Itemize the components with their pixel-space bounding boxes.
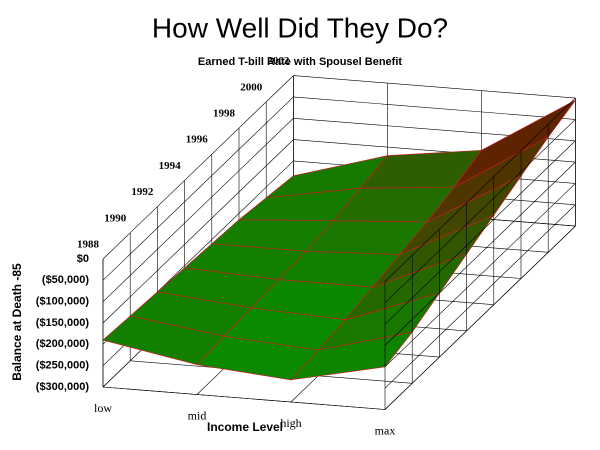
front-edge — [102, 386, 386, 410]
chart-subtitle: Earned T-bill Rate with Spousel Benefit — [198, 56, 402, 68]
left-wall-grid — [102, 139, 294, 324]
left-wall-grid — [102, 96, 294, 281]
z-tick-label: ($200,000) — [36, 338, 90, 350]
axis-labels: $0 ($50,000) ($100,000) ($150,000) ($200,000… — [36, 55, 396, 437]
y-tick-label: 1990 — [104, 212, 127, 224]
right-wall-grid — [384, 161, 576, 346]
x-tick-label: low — [94, 401, 112, 415]
z-tick-label: ($150,000) — [36, 317, 90, 329]
left-wall-grid — [102, 118, 294, 302]
y-tick-label: 1996 — [186, 134, 209, 146]
y-tick-label: 1992 — [131, 186, 154, 198]
x-tick-label: high — [280, 416, 301, 430]
x-axis-title: Income Level — [207, 420, 283, 434]
y-tick-label: 1998 — [213, 108, 236, 120]
surface — [102, 99, 576, 381]
right-wall-grid — [384, 204, 576, 389]
back-wall-grid — [293, 96, 576, 120]
right-wall-grid — [384, 140, 576, 325]
x-tick-label: max — [375, 423, 396, 437]
y-tick-label: 1988 — [77, 239, 100, 251]
z-tick-label: ($250,000) — [36, 360, 90, 372]
y-tick-label: 2000 — [240, 81, 263, 93]
chart-title: How Well Did They Do? — [152, 12, 448, 43]
z-tick-label: $0 — [77, 253, 89, 265]
z-axis-title: Balance at Death -85 — [10, 263, 24, 381]
right-wall-grid — [384, 183, 576, 368]
x-tick-label: mid — [188, 408, 207, 422]
right-wall-grid — [384, 119, 576, 304]
back-wall-grid — [293, 75, 576, 99]
z-tick-label: ($300,000) — [36, 381, 90, 393]
z-tick-label: ($50,000) — [42, 274, 89, 286]
left-wall-grid — [102, 75, 294, 260]
right-wall-grid — [384, 97, 576, 282]
y-tick-label: 1994 — [159, 160, 182, 172]
front-grid — [102, 97, 576, 410]
right-wall-grid — [384, 225, 576, 410]
y-tick-label: 2002 — [267, 55, 290, 67]
z-tick-label: ($100,000) — [36, 296, 90, 308]
